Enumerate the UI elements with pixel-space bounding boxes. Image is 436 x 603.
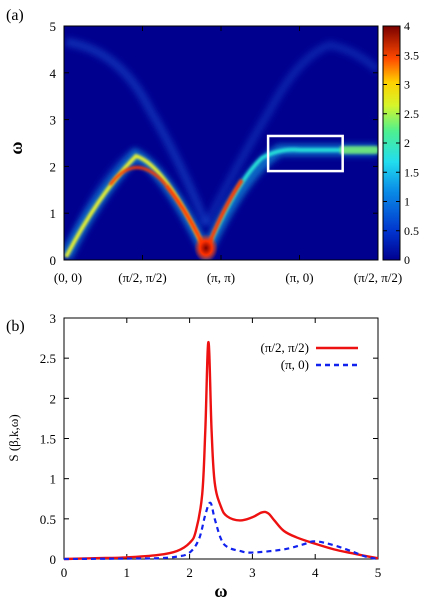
panel-b-label: (b) (6, 318, 25, 335)
line-series-group (63, 340, 379, 561)
line-y-tick-label: 2.5 (40, 351, 56, 366)
line-y-ticks: 0 0.5 1 1.5 2 2.5 3 (40, 311, 378, 567)
upper-band-right (202, 40, 378, 228)
series-line-2 (63, 501, 379, 561)
line-y-tick-label: 0.5 (40, 512, 56, 527)
heatmap-x-ticks: (0, 0) (π/2, π/2) (π, π) (π, 0) (π/2, π/2) (54, 26, 402, 285)
legend-entry-label: (π/2, π/2) (260, 340, 309, 355)
legend-entry-label: (π, 0) (281, 357, 309, 372)
heatmap-x-tick-label: (π/2, π/2) (118, 270, 167, 285)
panel-a-label: (a) (6, 7, 24, 24)
colorbar-tick-label: 0.5 (404, 224, 419, 238)
heatmap-content (64, 37, 378, 260)
line-y-tick-label: 1.5 (40, 432, 56, 447)
line-x-tick-label: 3 (249, 565, 256, 580)
line-plot-frame (63, 317, 379, 560)
heatmap-x-tick-label: (0, 0) (54, 270, 82, 285)
line-panel: (b) 0 0.5 1 1.5 2 2.5 3 0 1 2 3 4 5 (π/2, π/2) (π, 0… (6, 311, 381, 601)
line-x-tick-label: 1 (124, 565, 131, 580)
highlight-box (266, 134, 344, 173)
line-x-tick-label: 0 (61, 565, 68, 580)
line-y-tick-label: 3 (50, 311, 57, 326)
line-x-tick-label: 5 (375, 565, 382, 580)
colorbar-ticks: 0 0.5 1 1.5 2 2.5 3 3.5 4 (383, 19, 419, 267)
line-y-tick-label: 0 (50, 552, 57, 567)
colorbar-tick-label: 1.5 (404, 165, 419, 179)
legend: (π/2, π/2) (π, 0) (260, 340, 358, 372)
heatmap-y-tick-label: 3 (50, 113, 57, 128)
colorbar-tick-label: 0 (404, 253, 410, 267)
heatmap-x-tick-label: (π, 0) (285, 270, 313, 285)
heatmap-x-tick-label: (π/2, π/2) (354, 270, 403, 285)
line-x-tick-label: 2 (186, 565, 193, 580)
heatmap-y-ticks: 0 1 2 3 4 5 (50, 19, 378, 268)
heatmap-y-tick-label: 0 (50, 253, 57, 268)
heatmap-y-tick-label: 2 (50, 159, 57, 174)
line-y-tick-label: 1 (50, 472, 57, 487)
line-x-tick-label: 4 (312, 565, 319, 580)
heatmap-x-tick-label: (π, π) (207, 270, 235, 285)
dispersion-left-core (108, 166, 168, 186)
line-x-axis-title: ω (214, 581, 227, 601)
line-y-tick-label: 2 (50, 391, 57, 406)
right-edge-band (340, 146, 378, 154)
colorbar-tick-label: 2.5 (404, 107, 419, 121)
heatmap-y-tick-label: 4 (50, 66, 57, 81)
line-y-axis-title: S (β,k,ω) (6, 414, 21, 461)
colorbar-tick-label: 4 (404, 19, 410, 33)
colorbar-tick-label: 2 (404, 136, 410, 150)
line-x-ticks: 0 1 2 3 4 5 (61, 318, 382, 580)
upper-band-left (65, 37, 211, 227)
colorbar-tick-label: 3.5 (404, 48, 419, 62)
heatmap-y-tick-label: 1 (50, 206, 57, 221)
colorbar-tick-label: 3 (404, 78, 410, 92)
colorbar-tick-label: 1 (404, 195, 410, 209)
pi-pi-hotspot (194, 234, 218, 260)
heatmap-y-axis-title: ω (6, 141, 26, 154)
heatmap-y-tick-label: 5 (50, 19, 57, 34)
